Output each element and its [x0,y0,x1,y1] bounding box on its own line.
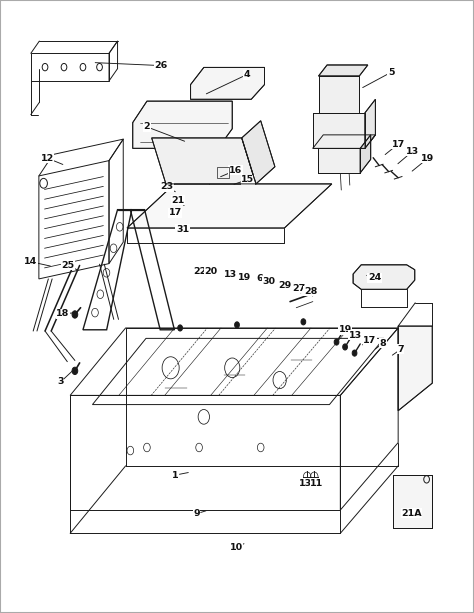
Text: 19: 19 [237,273,251,282]
Text: 5: 5 [388,68,394,77]
Circle shape [72,311,78,318]
Circle shape [301,319,306,325]
Text: 18: 18 [56,310,70,318]
Text: 7: 7 [397,345,404,354]
Circle shape [343,344,347,350]
Text: 15: 15 [241,175,255,184]
Text: 6: 6 [256,275,263,283]
Polygon shape [319,76,359,113]
Polygon shape [313,113,365,148]
Text: 2: 2 [144,123,150,131]
Circle shape [334,339,339,345]
Text: 30: 30 [263,278,276,286]
Polygon shape [398,326,432,411]
Circle shape [235,322,239,328]
Polygon shape [191,67,264,99]
Text: 13: 13 [406,147,419,156]
Text: 21: 21 [171,196,184,205]
Text: 16: 16 [229,166,242,175]
Circle shape [178,325,182,331]
Text: 26: 26 [155,61,168,70]
Text: 9: 9 [193,509,200,518]
Text: 17: 17 [363,336,376,345]
Text: 23: 23 [160,183,173,191]
Polygon shape [242,121,275,184]
Polygon shape [152,138,256,184]
Text: 13: 13 [299,479,312,487]
Text: 25: 25 [61,261,74,270]
Text: 19: 19 [338,326,352,334]
Circle shape [72,367,78,375]
Text: 10: 10 [229,543,243,552]
Polygon shape [133,101,232,148]
Text: 21A: 21A [401,509,422,517]
Text: 22: 22 [193,267,207,276]
Bar [217,167,229,178]
Polygon shape [313,135,375,148]
Polygon shape [365,99,375,148]
Text: 8: 8 [380,339,386,348]
Text: 4: 4 [243,70,250,79]
Text: 13: 13 [224,270,237,279]
Polygon shape [319,65,368,76]
Polygon shape [360,135,371,173]
Text: 3: 3 [57,378,64,386]
Text: 17: 17 [169,208,182,217]
Circle shape [352,350,357,356]
Polygon shape [318,148,360,173]
Text: 31: 31 [176,225,189,234]
Text: 1: 1 [172,471,179,479]
Text: 14: 14 [24,257,37,266]
Text: 24: 24 [368,273,381,282]
Text: 13: 13 [349,331,362,340]
Text: 29: 29 [279,281,292,289]
Text: 17: 17 [392,140,405,148]
Polygon shape [353,265,415,289]
Polygon shape [127,184,332,228]
Text: 27: 27 [292,284,305,292]
Text: 11: 11 [310,479,323,487]
Text: 20: 20 [204,267,218,276]
Polygon shape [393,475,432,528]
Text: 28: 28 [304,287,317,295]
Text: 12: 12 [41,154,54,162]
Text: 19: 19 [421,154,435,162]
